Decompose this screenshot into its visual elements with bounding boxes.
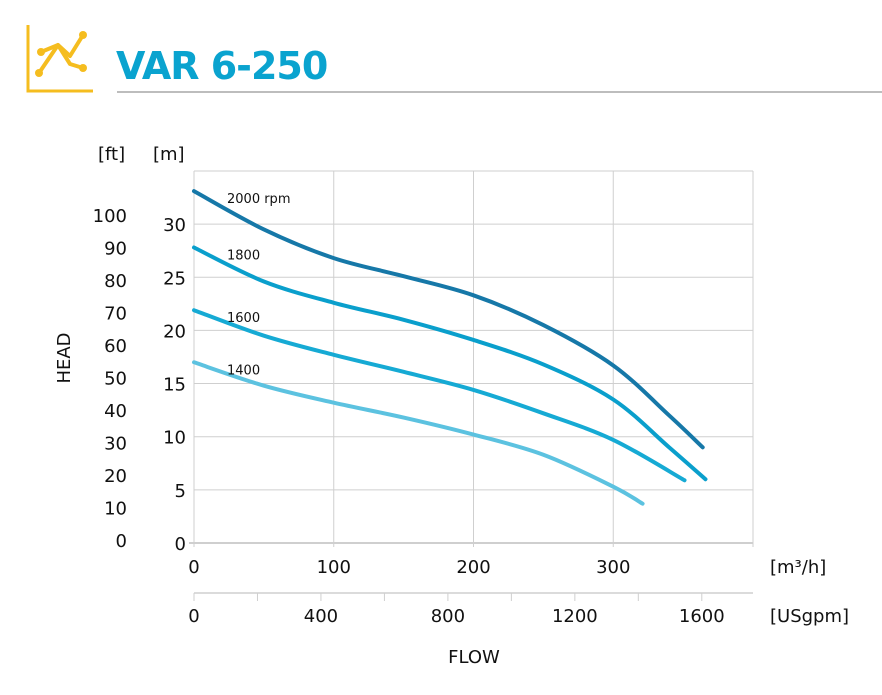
x-axis-title: FLOW: [448, 647, 500, 668]
x2-tick-label: 400: [304, 606, 338, 627]
x2-tick-label: 0: [188, 606, 199, 627]
y-tick-label: 0: [175, 534, 186, 555]
y2-tick-label: 0: [116, 531, 127, 552]
x-tick-label: 300: [596, 557, 630, 578]
curve-1600: [192, 308, 687, 483]
y-tick-label: 25: [163, 268, 186, 289]
y2-tick-label: 10: [104, 499, 127, 520]
x-unit-label: [m³/h]: [770, 557, 826, 578]
y2-tick-label: 80: [104, 271, 127, 292]
y-tick-label: 5: [175, 481, 186, 502]
curve-1400: [192, 360, 645, 506]
x2-unit-label: [USgpm]: [770, 606, 849, 627]
y-tick-label: 10: [163, 428, 186, 449]
x2-tick-label: 1200: [552, 606, 598, 627]
line-chart-icon: [26, 25, 93, 93]
y2-unit-label: [ft]: [98, 144, 125, 165]
curve-label: 1400: [227, 363, 260, 378]
y-tick-label: 30: [163, 215, 186, 236]
x2-tick-label: 800: [431, 606, 465, 627]
x-tick-label: 100: [317, 557, 351, 578]
curve-label: 1800: [227, 248, 260, 263]
y2-tick-label: 60: [104, 336, 127, 357]
y-axis-title: HEAD: [54, 332, 75, 383]
y-unit-label: [m]: [153, 144, 185, 165]
page-title: VAR 6-250: [116, 44, 328, 88]
y2-tick-label: 30: [104, 434, 127, 455]
title-divider: [117, 91, 882, 93]
x-tick-label: 0: [188, 557, 199, 578]
curve-label: 2000 rpm: [227, 192, 290, 207]
x-tick-label: 200: [456, 557, 490, 578]
y-tick-label: 15: [163, 375, 186, 396]
x2-tick-label: 1600: [679, 606, 725, 627]
y2-tick-label: 50: [104, 369, 127, 390]
curve-label: 1600: [227, 311, 260, 326]
y2-tick-label: 70: [104, 304, 127, 325]
y2-tick-label: 20: [104, 466, 127, 487]
curve-1800: [192, 245, 708, 482]
curve-2000-rpm: [192, 189, 705, 450]
y2-tick-label: 90: [104, 239, 127, 260]
y-tick-label: 20: [163, 321, 186, 342]
y2-tick-label: 40: [104, 401, 127, 422]
y2-tick-label: 100: [93, 206, 127, 227]
